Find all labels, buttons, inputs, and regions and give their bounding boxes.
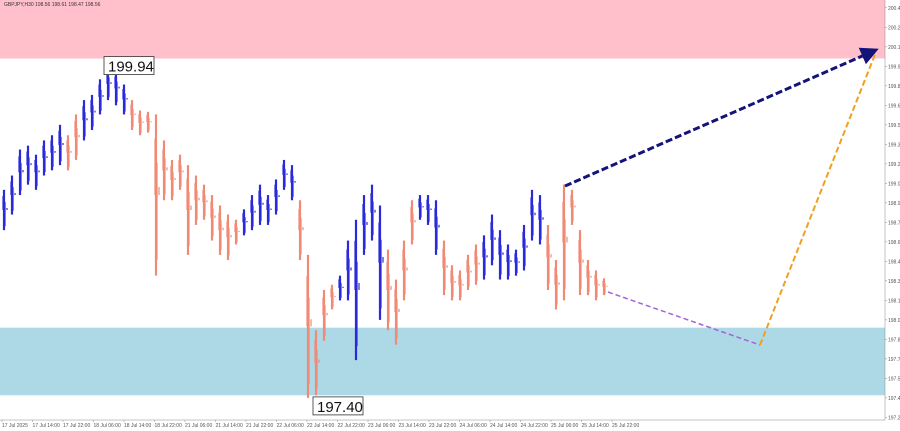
forecast-line: [607, 291, 761, 346]
x-tick-label: 25 Jul 22:00: [612, 423, 639, 429]
y-tick-label: 197.25: [888, 415, 900, 421]
annotation-box: [103, 56, 155, 76]
y-tick-label: 198.30: [888, 279, 900, 285]
y-tick-label: 199.20: [888, 162, 900, 168]
forecast-line: [759, 51, 877, 346]
x-tick-label: 18 Jul 06:00: [94, 423, 121, 429]
y-tick-label: 197.40: [888, 396, 900, 402]
y-tick-label: 200.25: [888, 25, 900, 31]
x-tick-label: 23 Jul 14:00: [399, 423, 426, 429]
y-tick-label: 197.85: [888, 337, 900, 343]
annotation-label: 197.40: [317, 399, 363, 416]
chart-title: GBPJPY,H30 198.56 198.61 198.47 198.56: [4, 2, 101, 8]
x-tick-label: 18 Jul 22:00: [155, 423, 182, 429]
y-tick-label: 198.60: [888, 240, 900, 246]
x-tick-label: 22 Jul 14:00: [307, 423, 334, 429]
x-tick-label: 23 Jul 06:00: [368, 423, 395, 429]
annotation-box: [312, 396, 364, 416]
y-tick-label: 199.50: [888, 123, 900, 129]
y-tick-label: 198.45: [888, 259, 900, 265]
x-tick-label: 25 Jul 06:00: [551, 423, 578, 429]
y-tick-label: 198.75: [888, 220, 900, 226]
y-tick-label: 197.55: [888, 376, 900, 382]
x-tick-label: 22 Jul 06:00: [277, 423, 304, 429]
x-tick-label: 24 Jul 14:00: [490, 423, 517, 429]
y-tick-label: 199.35: [888, 142, 900, 148]
x-tick-label: 24 Jul 06:00: [460, 423, 487, 429]
x-tick-label: 22 Jul 22:00: [338, 423, 365, 429]
y-tick-label: 199.80: [888, 84, 900, 90]
x-tick-label: 25 Jul 14:00: [582, 423, 609, 429]
y-axis: [885, 0, 900, 431]
x-tick-label: 21 Jul 14:00: [216, 423, 243, 429]
x-tick-label: 18 Jul 14:00: [124, 423, 151, 429]
y-tick-label: 198.90: [888, 201, 900, 207]
y-tick-label: 198.15: [888, 298, 900, 304]
x-tick-label: 17 Jul 2025: [2, 423, 28, 429]
forecast-arrow: [564, 47, 879, 188]
x-tick-label: 21 Jul 22:00: [246, 423, 273, 429]
x-tick-label: 24 Jul 22:00: [521, 423, 548, 429]
y-tick-label: 199.05: [888, 181, 900, 187]
x-axis: [0, 420, 885, 431]
y-tick-label: 199.65: [888, 103, 900, 109]
annotation-label: 199.94: [108, 59, 154, 76]
y-tick-label: 200.10: [888, 45, 900, 51]
x-tick-label: 21 Jul 06:00: [185, 423, 212, 429]
y-tick-label: 197.70: [888, 357, 900, 363]
y-tick-label: 200.40: [888, 6, 900, 12]
y-tick-label: 198.00: [888, 318, 900, 324]
zone: [0, 327, 885, 396]
zone: [0, 0, 885, 59]
x-tick-label: 17 Jul 22:00: [63, 423, 90, 429]
x-tick-label: 23 Jul 22:00: [429, 423, 456, 429]
x-tick-label: 17 Jul 14:00: [33, 423, 60, 429]
y-tick-label: 199.95: [888, 64, 900, 70]
